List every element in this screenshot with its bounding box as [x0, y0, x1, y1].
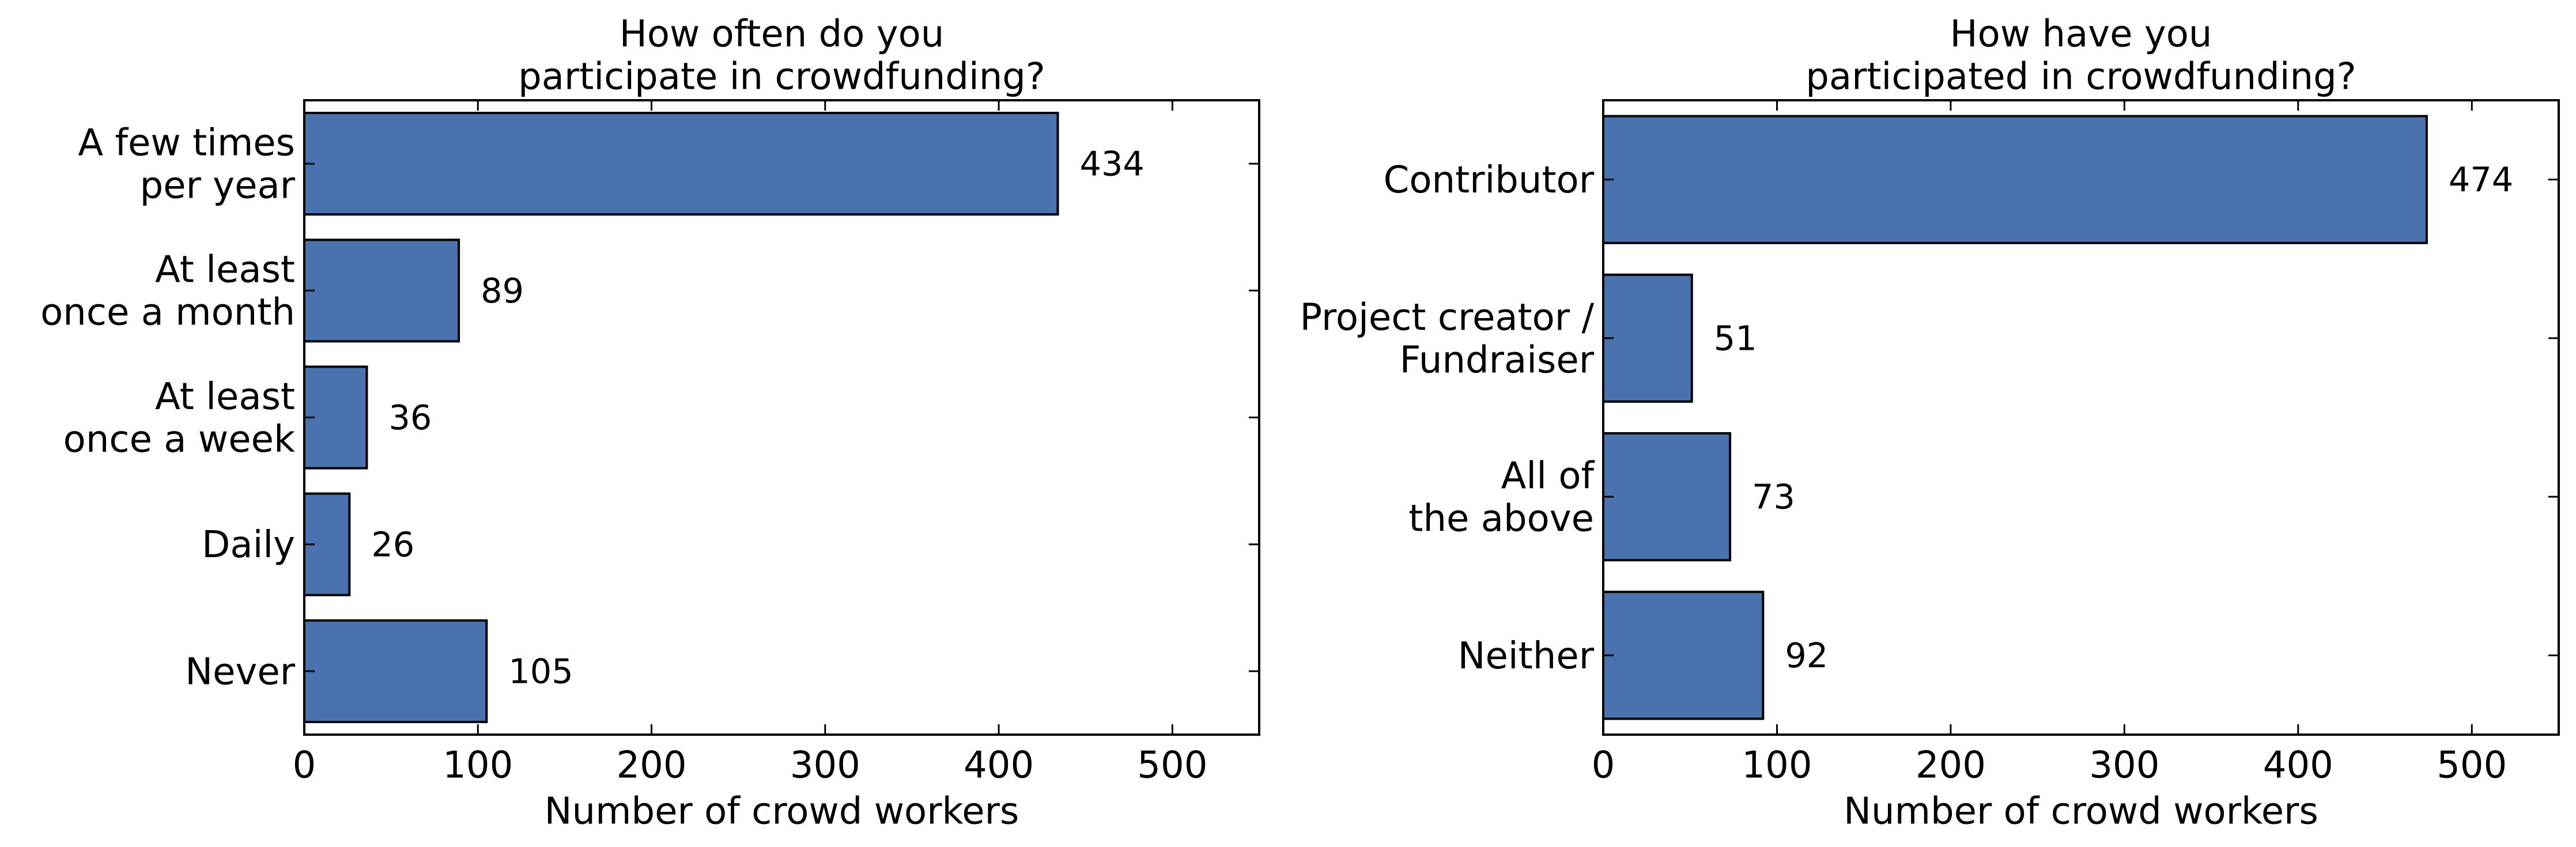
- category-label: A few times per year: [78, 122, 295, 207]
- bar: [1602, 432, 1732, 562]
- data-label: 92: [1785, 636, 1828, 675]
- x-tick-label: 400: [964, 744, 1034, 786]
- x-tick-label: 200: [1916, 744, 1986, 786]
- plot-frame: [1602, 99, 2560, 736]
- bar: [1602, 591, 1765, 720]
- data-label: 36: [388, 398, 432, 437]
- x-axis-label: Number of crowd workers: [1844, 790, 2318, 833]
- bar: [1602, 273, 1693, 403]
- x-tick-label: 0: [293, 744, 316, 786]
- data-label: 89: [481, 271, 524, 311]
- x-tick-label: 300: [2089, 744, 2159, 786]
- data-label: 73: [1752, 477, 1795, 517]
- data-label: 105: [508, 652, 573, 691]
- x-tick-label: 100: [1742, 744, 1812, 786]
- bar: [303, 112, 1059, 216]
- category-label: At least once a month: [40, 249, 295, 334]
- category-label: Project creator / Fundraiser: [1300, 296, 1595, 381]
- x-tick-label: 300: [790, 744, 860, 786]
- category-label: Neither: [1458, 635, 1595, 678]
- bar: [303, 239, 460, 343]
- x-tick-label: 0: [1592, 744, 1615, 786]
- x-tick-label: 500: [1137, 744, 1207, 786]
- x-tick-label: 500: [2437, 744, 2507, 786]
- category-label: Contributor: [1384, 159, 1595, 202]
- chart-participation-frequency: 434 89 36 26 105 A few times per year At least o…: [40, 13, 1260, 833]
- chart-title: How have you participated in crowdfunding…: [1806, 13, 2356, 98]
- data-label: 51: [1714, 318, 1757, 358]
- x-tick-label: 200: [616, 744, 686, 786]
- chart-participation-type: 474 51 73 92 Contributor Project creator / Fun…: [1300, 13, 2560, 833]
- x-axis-label: Number of crowd workers: [545, 790, 1019, 833]
- x-tick-label: 400: [2263, 744, 2333, 786]
- category-label: Daily: [202, 524, 295, 566]
- chart-title: How often do you participate in crowdfund…: [518, 13, 1045, 98]
- data-label: 474: [2449, 160, 2513, 199]
- category-label: All of the above: [1408, 455, 1595, 540]
- category-label: Never: [185, 651, 296, 693]
- x-tick-label: 100: [443, 744, 513, 786]
- category-label: At least once a week: [63, 376, 295, 461]
- bar: [303, 619, 488, 723]
- data-label: 434: [1080, 144, 1145, 184]
- bar: [1602, 115, 2428, 244]
- data-label: 26: [371, 524, 414, 564]
